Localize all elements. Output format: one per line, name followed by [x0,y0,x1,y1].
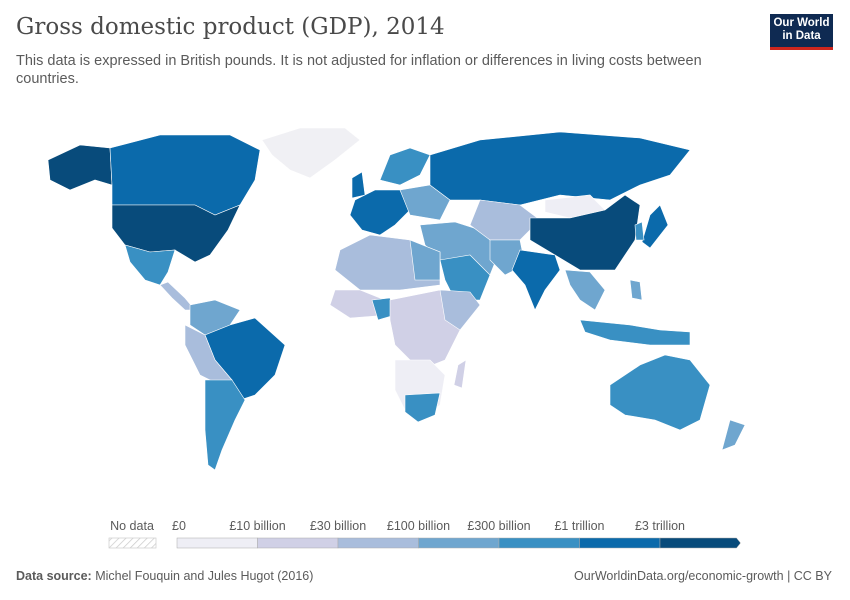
legend-tick-label: £30 billion [309,519,367,533]
legend-tick-label: £0 [172,519,186,533]
country-india[interactable] [511,249,561,311]
legend-bin-0[interactable] [176,537,258,549]
country-southeast-asia[interactable] [564,269,606,311]
legend-bin-3[interactable] [418,537,500,549]
country-eastern-europe[interactable] [399,184,451,221]
world-map [47,127,746,471]
source-url-link[interactable]: OurWorldinData.org/economic-growth | CC … [574,569,832,583]
country-alaska[interactable] [47,144,113,191]
legend-no-data-label: No data [110,519,154,533]
country-korea[interactable] [634,221,645,241]
country-east-africa[interactable] [439,289,481,331]
country-egypt[interactable] [409,239,441,281]
legend-tick-label: £1 trillion [554,519,605,533]
country-philippines[interactable] [629,279,643,301]
country-greenland[interactable] [261,127,361,179]
country-australia[interactable] [609,354,711,431]
country-canada[interactable] [109,134,261,216]
country-mexico[interactable] [124,244,176,286]
country-madagascar[interactable] [453,359,467,389]
legend-tick-label: £300 billion [467,519,531,533]
legend-tick-label: £100 billion [386,519,451,533]
country-china[interactable] [529,194,641,271]
legend-tick-label: £3 trillion [634,519,686,533]
country-new-zealand[interactable] [721,419,746,451]
legend-tick-label: £10 billion [229,519,286,533]
legend-no-data-swatch [108,537,157,549]
legend-bin-1[interactable] [257,537,339,549]
country-usa[interactable] [111,204,241,263]
country-scandinavia[interactable] [379,147,431,186]
country-indonesia[interactable] [579,319,691,346]
legend-bin-4[interactable] [498,537,580,549]
country-russia[interactable] [429,131,691,206]
legend-bin-6[interactable] [659,537,741,549]
country-japan[interactable] [641,204,669,249]
chart-subtitle: This data is expressed in British pounds… [16,53,702,87]
country-uk[interactable] [351,171,366,199]
country-western-europe[interactable] [349,189,411,236]
legend-bin-5[interactable] [579,537,661,549]
color-legend: No data £0 £10 billion £30 billion £100 bil… [0,515,850,555]
legend-bar [108,537,741,549]
owid-logo[interactable]: Our World in Data [770,14,833,50]
country-argentina-chile[interactable] [204,379,246,471]
country-south-africa[interactable] [404,392,441,423]
legend-bin-2[interactable] [337,537,419,549]
country-saudi[interactable] [439,254,491,301]
data-source: Data source: Michel Fouquin and Jules Hu… [16,569,314,583]
chart-title: Gross domestic product (GDP), 2014 [16,14,445,40]
